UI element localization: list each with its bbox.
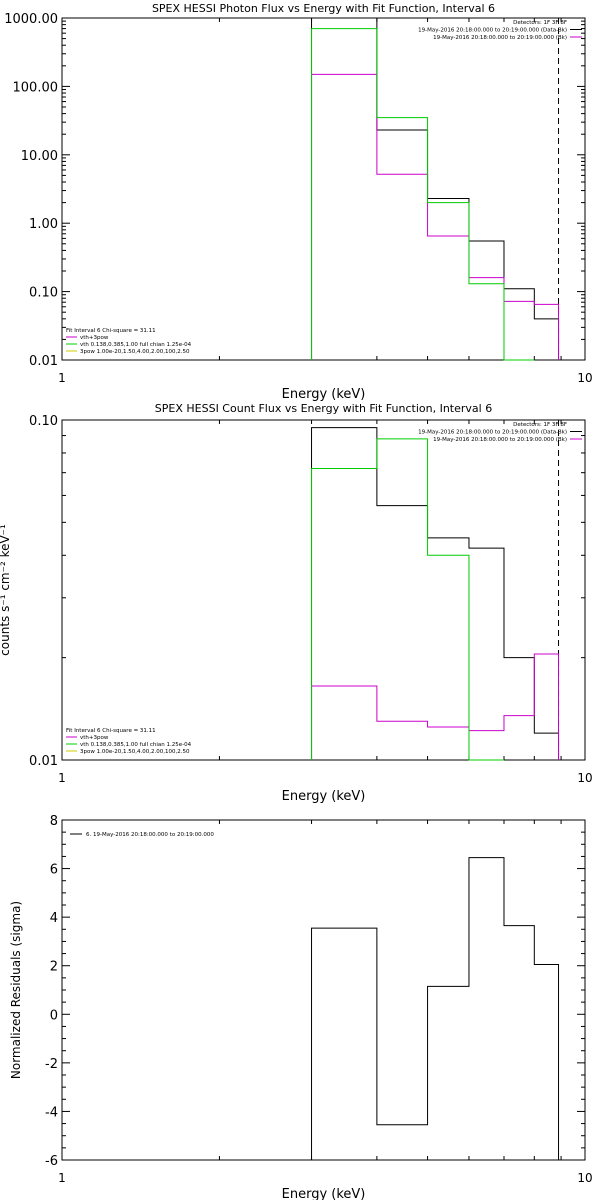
y-tick-label-2: 0.01 [29,754,58,769]
y-tick-label-3: -2 [45,1057,58,1072]
x-tick-label-3: 10 [577,1171,592,1185]
series-1-2 [311,73,560,360]
series-2-1 [311,427,560,760]
x-tick-label-2: 1 [58,771,66,785]
y-tick-label-1: 1.00 [29,217,58,232]
y-tick-label-1: 1000.00 [4,12,58,27]
legend-bottom-entry-2: Fit Interval 6 Chi-square = 31.11 [66,728,156,734]
series-2-3 [311,438,504,761]
chart-title-1: SPEX HESSI Photon Flux vs Energy with Fi… [152,2,495,15]
legend-top-entry-1: 19-May-2016 20:18:00.000 to 20:19:00.000… [418,28,567,34]
series-2-2 [311,653,560,760]
legend-top-entry-2: 19-May-2016 20:18:00.000 to 20:19:00.000… [433,437,567,443]
y-tick-label-1: 10.00 [21,149,58,164]
series-line-2-1 [311,427,560,760]
y-tick-label-3: 8 [50,814,58,829]
x-axis-label-1: Energy (keV) [282,387,366,402]
legend-bottom-entry-1: Fit Interval 6 Chi-square = 31.11 [66,328,156,334]
series-line-1-1 [311,17,560,360]
legend-bottom-entry-1: vth 0.138,0.385,1.00 full chian 1.25e-04 [80,342,192,348]
series-line-2-3 [311,438,504,761]
x-axis-label-2: Energy (keV) [282,789,366,804]
y-tick-label-3: 6 [50,863,58,878]
series-line-1-3 [311,28,535,361]
x-tick-label-1: 1 [58,371,66,385]
legend-top-entry-1: 19-May-2016 20:18:00.000 to 20:19:00.000… [433,35,567,41]
y-tick-label-3: 0 [50,1008,58,1023]
y-axis-label-2: counts s⁻¹ cm⁻² keV⁻¹ [0,524,12,656]
x-tick-label-2: 10 [577,771,592,785]
y-tick-label-2: 0.10 [29,414,58,429]
plot-frame-3 [61,819,586,1161]
legend-residual-entry: 6. 19-May-2016 20:18:00.000 to 20:19:00.… [86,832,214,838]
legend-top-entry-1: Detectors: 1F 3F 8F [513,20,567,26]
chart-title-2: SPEX HESSI Count Flux vs Energy with Fit… [155,402,492,415]
plot-frame-1 [61,17,586,361]
y-tick-label-1: 0.10 [29,286,58,301]
y-tick-label-3: -6 [45,1154,58,1169]
legend-bottom-entry-2: vth 0.138,0.385,1.00 full chian 1.25e-04 [80,742,192,748]
y-tick-label-3: -4 [45,1105,58,1120]
x-tick-label-3: 1 [58,1171,66,1185]
series-1-1 [311,17,560,360]
series-line-2-2 [311,653,560,760]
legend-top-entry-2: Detectors: 1F 3F 8F [513,422,567,428]
y-tick-label-3: 4 [50,911,58,926]
y-tick-label-3: 2 [50,960,58,975]
legend-bottom-entry-1: 3pow 1.00e-20,1.50,4.00,2.00,100,2.50 [80,349,190,355]
legend-top-entry-2: 19-May-2016 20:18:00.000 to 20:19:00.000… [418,430,567,436]
y-tick-label-1: 100.00 [13,80,59,95]
x-tick-label-1: 10 [577,371,592,385]
plot-frame-2 [61,419,586,761]
y-axis-label-3: Normalized Residuals (sigma) [9,901,23,1079]
x-axis-label-3: Energy (keV) [282,1187,366,1200]
y-tick-label-1: 0.01 [29,354,58,369]
legend-bottom-entry-2: vth+3pow [80,735,109,741]
series-line-1-2 [311,73,560,360]
series-3-1 [311,857,560,1160]
legend-bottom-entry-1: vth+3pow [80,335,109,341]
series-line-3-1 [311,857,560,1160]
series-1-3 [311,28,535,361]
legend-bottom-entry-2: 3pow 1.00e-20,1.50,4.00,2.00,100,2.50 [80,749,190,755]
